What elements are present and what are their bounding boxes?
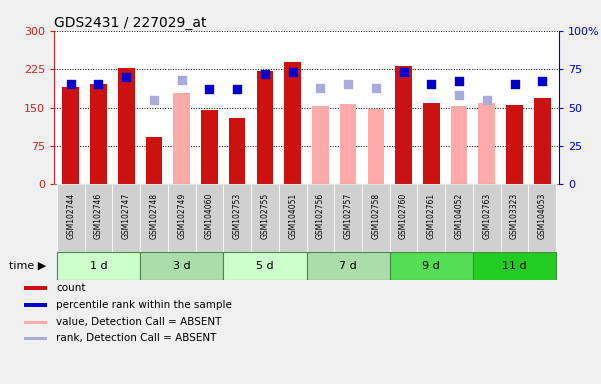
Bar (473, 252, 556, 280)
Bar (140, 184, 168, 252)
Bar (451, 106, 468, 184)
Point (454, 92, 464, 98)
Bar (368, 109, 384, 184)
Bar (23, 286, 47, 290)
Text: GSM102758: GSM102758 (371, 192, 380, 238)
Text: GSM104052: GSM104052 (454, 192, 463, 238)
Point (482, 97, 492, 103)
Bar (140, 252, 224, 280)
Bar (112, 184, 140, 252)
Point (510, 81, 519, 88)
Bar (445, 184, 473, 252)
Text: GSM102761: GSM102761 (427, 192, 436, 238)
Text: time ▶: time ▶ (9, 261, 46, 271)
Point (121, 74, 131, 80)
Text: GSM102763: GSM102763 (483, 192, 491, 238)
Text: 5 d: 5 d (256, 261, 273, 271)
Bar (423, 103, 440, 184)
Bar (478, 103, 495, 184)
Text: count: count (56, 283, 85, 293)
Text: 3 d: 3 d (173, 261, 191, 271)
Text: GSM102760: GSM102760 (399, 192, 408, 238)
Point (454, 78, 464, 84)
Bar (229, 118, 245, 184)
Bar (23, 303, 47, 307)
Point (288, 69, 297, 75)
Bar (340, 104, 356, 184)
Text: GSM102753: GSM102753 (233, 192, 242, 238)
Text: GSM102757: GSM102757 (344, 192, 353, 238)
Point (316, 84, 325, 91)
Point (427, 81, 436, 88)
Text: value, Detection Call = ABSENT: value, Detection Call = ABSENT (56, 317, 221, 327)
Text: 7 d: 7 d (339, 261, 357, 271)
Bar (307, 184, 334, 252)
Bar (534, 98, 551, 184)
Point (399, 69, 409, 75)
Text: 1 d: 1 d (90, 261, 108, 271)
Bar (224, 184, 251, 252)
Bar (389, 184, 418, 252)
Bar (284, 63, 301, 184)
Text: GSM103323: GSM103323 (510, 192, 519, 238)
Text: GDS2431 / 227029_at: GDS2431 / 227029_at (54, 16, 207, 30)
Text: GSM102756: GSM102756 (316, 192, 325, 238)
Bar (145, 137, 162, 184)
Bar (506, 105, 523, 184)
Bar (57, 184, 85, 252)
Bar (473, 184, 501, 252)
Point (177, 77, 186, 83)
Bar (528, 184, 556, 252)
Bar (418, 184, 445, 252)
Point (343, 81, 353, 88)
Text: GSM102749: GSM102749 (177, 192, 186, 238)
Bar (251, 184, 279, 252)
Bar (85, 184, 112, 252)
Bar (279, 184, 307, 252)
Text: GSM102744: GSM102744 (66, 192, 75, 238)
Point (94, 81, 103, 88)
Point (233, 86, 242, 92)
Bar (224, 252, 307, 280)
Text: GSM102748: GSM102748 (150, 192, 159, 238)
Bar (23, 321, 47, 324)
Bar (257, 71, 273, 184)
Text: percentile rank within the sample: percentile rank within the sample (56, 300, 232, 310)
Bar (63, 87, 79, 184)
Point (260, 71, 270, 77)
Text: GSM102747: GSM102747 (122, 192, 130, 238)
Text: GSM102746: GSM102746 (94, 192, 103, 238)
Bar (201, 110, 218, 184)
Point (371, 84, 380, 91)
Text: 11 d: 11 d (502, 261, 527, 271)
Point (66, 81, 76, 88)
Bar (362, 184, 389, 252)
Bar (334, 184, 362, 252)
Bar (195, 184, 224, 252)
Bar (57, 252, 140, 280)
Bar (307, 252, 389, 280)
Text: GSM104060: GSM104060 (205, 192, 214, 239)
Text: GSM102755: GSM102755 (260, 192, 269, 238)
Point (204, 86, 214, 92)
Point (149, 97, 159, 103)
Bar (389, 252, 473, 280)
Bar (173, 93, 190, 184)
Bar (501, 184, 528, 252)
Bar (23, 337, 47, 340)
Bar (118, 68, 135, 184)
Text: GSM104053: GSM104053 (538, 192, 547, 239)
Point (537, 78, 547, 84)
Bar (395, 66, 412, 184)
Text: GSM104051: GSM104051 (288, 192, 297, 238)
Bar (312, 106, 329, 184)
Text: 9 d: 9 d (423, 261, 440, 271)
Text: rank, Detection Call = ABSENT: rank, Detection Call = ABSENT (56, 333, 216, 343)
Bar (168, 184, 195, 252)
Bar (90, 84, 107, 184)
